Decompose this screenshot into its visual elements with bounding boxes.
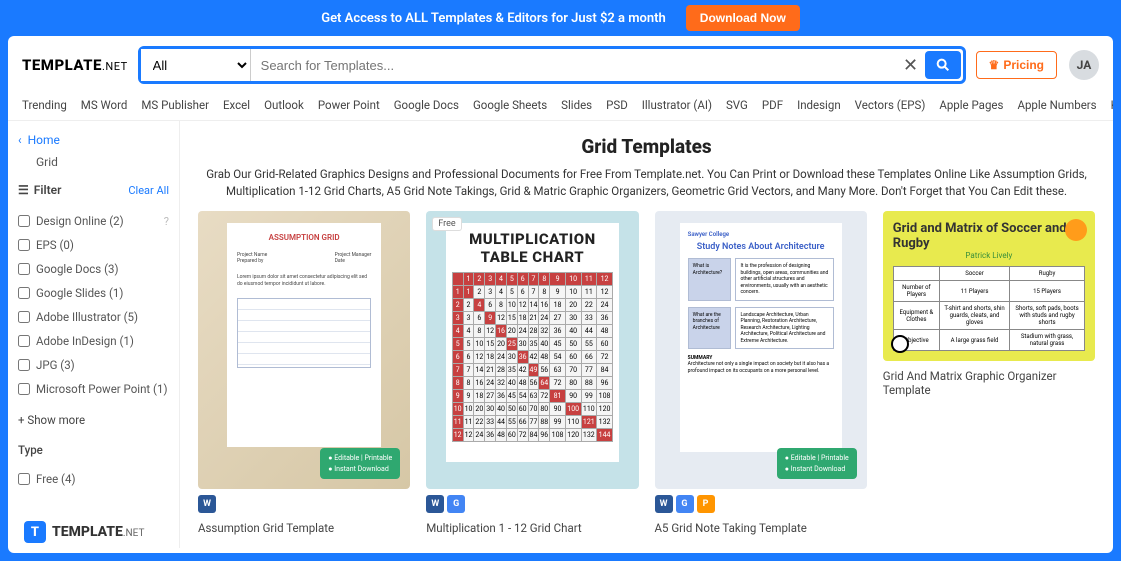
soccerball-icon <box>891 335 909 353</box>
template-thumbnail[interactable]: ASSUMPTION GRIDProject NamePrepared byPr… <box>198 211 410 489</box>
filter-checkbox[interactable] <box>18 263 30 275</box>
filter-checkbox[interactable] <box>18 335 30 347</box>
show-more-link[interactable]: + Show more <box>18 407 179 433</box>
template-card[interactable]: Sawyer CollegeStudy Notes About Architec… <box>655 211 867 535</box>
search-category-select[interactable]: All <box>141 49 251 81</box>
free-badge: Free <box>432 217 461 231</box>
template-thumbnail[interactable]: FreeMULTIPLICATION TABLE CHART1234567891… <box>426 211 638 489</box>
filter-checkbox[interactable] <box>18 473 30 485</box>
footer-logo[interactable]: T TEMPLATE.NET <box>24 521 144 543</box>
template-thumbnail[interactable]: Grid and Matrix of Soccer and RugbyPatri… <box>883 211 1095 361</box>
category-nav: Trending MS Word MS Publisher Excel Outlook P… <box>8 94 1113 121</box>
nav-link[interactable]: Google Docs <box>394 98 459 112</box>
nav-link[interactable]: Google Sheets <box>473 98 547 112</box>
help-icon[interactable]: ? <box>164 215 169 228</box>
pricing-button[interactable]: ♛ Pricing <box>976 51 1057 79</box>
word-icon: W <box>198 495 216 513</box>
filter-label: ☰ Filter <box>18 183 61 197</box>
filter-checkbox[interactable] <box>18 215 30 227</box>
nav-link[interactable]: Apple Pages <box>939 98 1003 112</box>
word-icon: W <box>426 495 444 513</box>
promo-bar: Get Access to ALL Templates & Editors fo… <box>0 0 1121 36</box>
page-title: Grid Templates <box>198 131 1095 166</box>
gdoc-icon: G <box>676 495 694 513</box>
nav-link[interactable]: Power Point <box>318 98 380 112</box>
action-pill[interactable]: ● Editable | Printable● Instant Download <box>320 448 400 479</box>
nav-link[interactable]: PDF <box>762 98 783 112</box>
nav-link[interactable]: Slides <box>561 98 592 112</box>
nav-link[interactable]: Vectors (EPS) <box>855 98 926 112</box>
filter-checkbox[interactable] <box>18 359 30 371</box>
brand-logo[interactable]: TEMPLATE.NET <box>22 56 128 74</box>
word-icon: W <box>655 495 673 513</box>
breadcrumb-home[interactable]: ‹ Home <box>18 129 179 151</box>
filter-checkbox[interactable] <box>18 311 30 323</box>
clear-search-icon[interactable]: ✕ <box>899 49 923 81</box>
nav-link[interactable]: MS Publisher <box>141 98 209 112</box>
nav-link[interactable]: Keynote <box>1111 98 1113 112</box>
nav-link[interactable]: Trending <box>22 98 67 112</box>
filter-item[interactable]: Google Docs (3) <box>18 257 179 281</box>
card-title: A5 Grid Note Taking Template <box>655 513 867 535</box>
promo-text: Get Access to ALL Templates & Editors fo… <box>321 11 666 26</box>
nav-link[interactable]: Illustrator (AI) <box>642 98 712 112</box>
filter-checkbox[interactable] <box>18 383 30 395</box>
nav-link[interactable]: Indesign <box>797 98 841 112</box>
search-group: All ✕ <box>138 46 966 84</box>
breadcrumb-grid: Grid <box>18 151 179 177</box>
pages-icon: P <box>697 495 715 513</box>
filter-item[interactable]: Adobe Illustrator (5) <box>18 305 179 329</box>
crown-icon: ♛ <box>989 58 1000 72</box>
template-card[interactable]: ASSUMPTION GRIDProject NamePrepared byPr… <box>198 211 410 535</box>
nav-link[interactable]: SVG <box>726 98 748 112</box>
nav-link[interactable]: Excel <box>223 98 250 112</box>
chevron-left-icon: ‹ <box>18 133 22 147</box>
search-button[interactable] <box>925 51 961 79</box>
filter-item[interactable]: Google Slides (1) <box>18 281 179 305</box>
filter-item[interactable]: Adobe InDesign (1) <box>18 329 179 353</box>
card-title: Grid And Matrix Graphic Organizer Templa… <box>883 361 1095 397</box>
type-section-label: Type <box>18 433 179 461</box>
search-input[interactable] <box>251 49 899 81</box>
nav-link[interactable]: Outlook <box>264 98 304 112</box>
gdoc-icon: G <box>447 495 465 513</box>
avatar[interactable]: JA <box>1069 50 1099 80</box>
filter-checkbox[interactable] <box>18 287 30 299</box>
filter-item[interactable]: Free (4) <box>18 467 179 491</box>
template-thumbnail[interactable]: Sawyer CollegeStudy Notes About Architec… <box>655 211 867 489</box>
action-pill[interactable]: ● Editable | Printable● Instant Download <box>777 448 857 479</box>
filter-icon: ☰ <box>18 183 29 197</box>
filter-item[interactable]: JPG (3) <box>18 353 179 377</box>
download-now-button[interactable]: Download Now <box>686 5 800 31</box>
sidebar: ‹ Home Grid ☰ Filter Clear All Design On… <box>8 121 180 548</box>
nav-link[interactable]: MS Word <box>81 98 128 112</box>
nav-link[interactable]: PSD <box>606 98 628 112</box>
filter-checkbox[interactable] <box>18 239 30 251</box>
filter-item[interactable]: Design Online (2)? <box>18 209 179 233</box>
clear-all-link[interactable]: Clear All <box>128 184 169 197</box>
content: Grid Templates Grab Our Grid-Related Gra… <box>180 121 1113 548</box>
topbar: TEMPLATE.NET All ✕ ♛ Pricing JA <box>8 36 1113 94</box>
filter-item[interactable]: EPS (0) <box>18 233 179 257</box>
filter-item[interactable]: Microsoft Power Point (1) <box>18 377 179 401</box>
nav-link[interactable]: Apple Numbers <box>1017 98 1096 112</box>
template-card[interactable]: FreeMULTIPLICATION TABLE CHART1234567891… <box>426 211 638 535</box>
template-card[interactable]: Grid and Matrix of Soccer and RugbyPatri… <box>883 211 1095 535</box>
page-description: Grab Our Grid-Related Graphics Designs a… <box>198 166 1095 211</box>
card-title: Assumption Grid Template <box>198 513 410 535</box>
card-title: Multiplication 1 - 12 Grid Chart <box>426 513 638 535</box>
